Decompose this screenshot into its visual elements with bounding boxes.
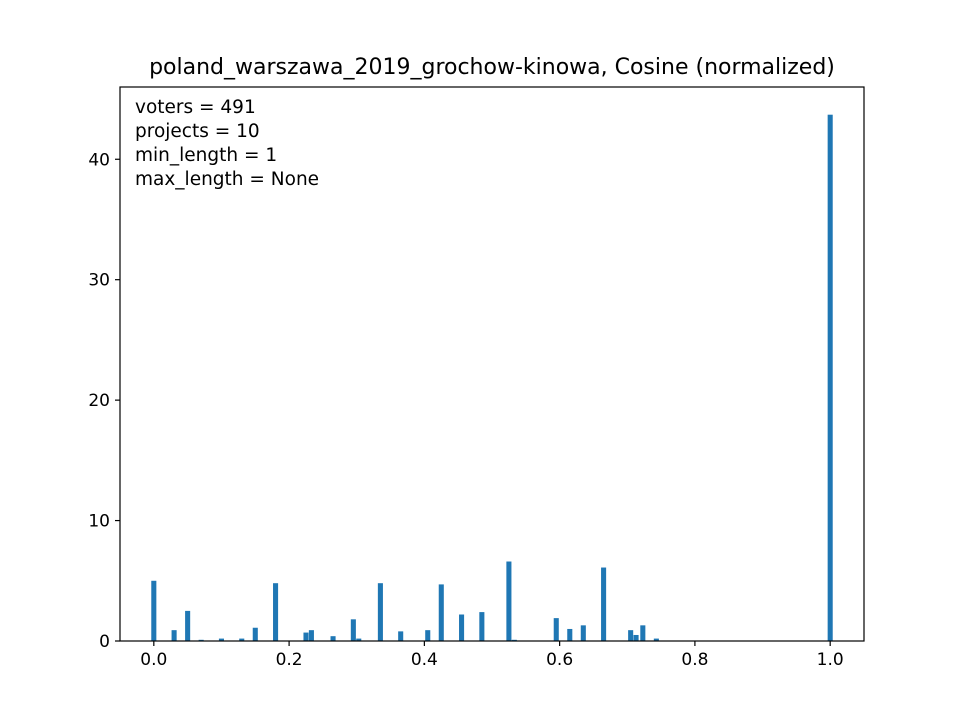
histogram-bar — [350, 619, 356, 641]
histogram-bar — [303, 632, 309, 641]
x-tick-label: 0.8 — [681, 650, 708, 670]
annotation-block: voters = 491 projects = 10 min_length = 1 m… — [135, 97, 319, 190]
x-tick-label: 0.0 — [140, 650, 167, 670]
histogram-bar — [330, 636, 336, 641]
histogram-bar — [553, 618, 559, 641]
histogram-bar — [239, 638, 245, 641]
y-tick-label: 20 — [88, 391, 110, 411]
annotation-line: min_length = 1 — [135, 145, 277, 166]
histogram-bar — [377, 583, 383, 641]
histogram-bar — [628, 630, 634, 641]
histogram-bar — [459, 614, 465, 641]
histogram-bar — [506, 561, 512, 641]
histogram-bar — [601, 567, 607, 641]
annotation-line: voters = 491 — [135, 97, 256, 118]
histogram-bar — [356, 638, 362, 641]
histogram-bar — [479, 612, 485, 641]
histogram-bar — [273, 583, 279, 641]
ticks-layer: 0.0 0.2 0.4 0.6 0.8 1.0 0 10 20 30 40 — [88, 150, 843, 670]
annotation-line: max_length = None — [135, 169, 319, 190]
plot-area-frame — [119, 86, 865, 642]
histogram-bar — [633, 634, 639, 641]
x-tick-label: 0.2 — [276, 650, 303, 670]
histogram-bar — [171, 630, 177, 641]
chart-title: poland_warszawa_2019_grochow-kinowa, Cos… — [149, 55, 835, 80]
y-tick-label: 40 — [88, 150, 110, 170]
annotation-line: projects = 10 — [135, 121, 260, 142]
histogram-bar — [640, 625, 646, 641]
histogram-bar — [398, 631, 404, 641]
histogram-bar — [438, 584, 444, 641]
histogram-bar — [580, 625, 586, 641]
bars-layer — [151, 114, 833, 641]
histogram-bar — [653, 638, 659, 641]
histogram-bar — [185, 610, 191, 641]
y-tick-label: 10 — [88, 512, 110, 532]
histogram-bar — [827, 114, 833, 641]
histogram-bar — [218, 638, 224, 641]
x-tick-label: 0.6 — [546, 650, 573, 670]
histogram-bar — [151, 580, 157, 641]
histogram-bar — [425, 630, 431, 641]
y-tick-label: 30 — [88, 271, 110, 291]
histogram-bar — [252, 627, 258, 641]
y-tick-label: 0 — [99, 632, 110, 652]
histogram-bar — [567, 628, 573, 641]
histogram-bar — [308, 630, 314, 641]
x-tick-label: 0.4 — [411, 650, 438, 670]
x-tick-label: 1.0 — [817, 650, 844, 670]
